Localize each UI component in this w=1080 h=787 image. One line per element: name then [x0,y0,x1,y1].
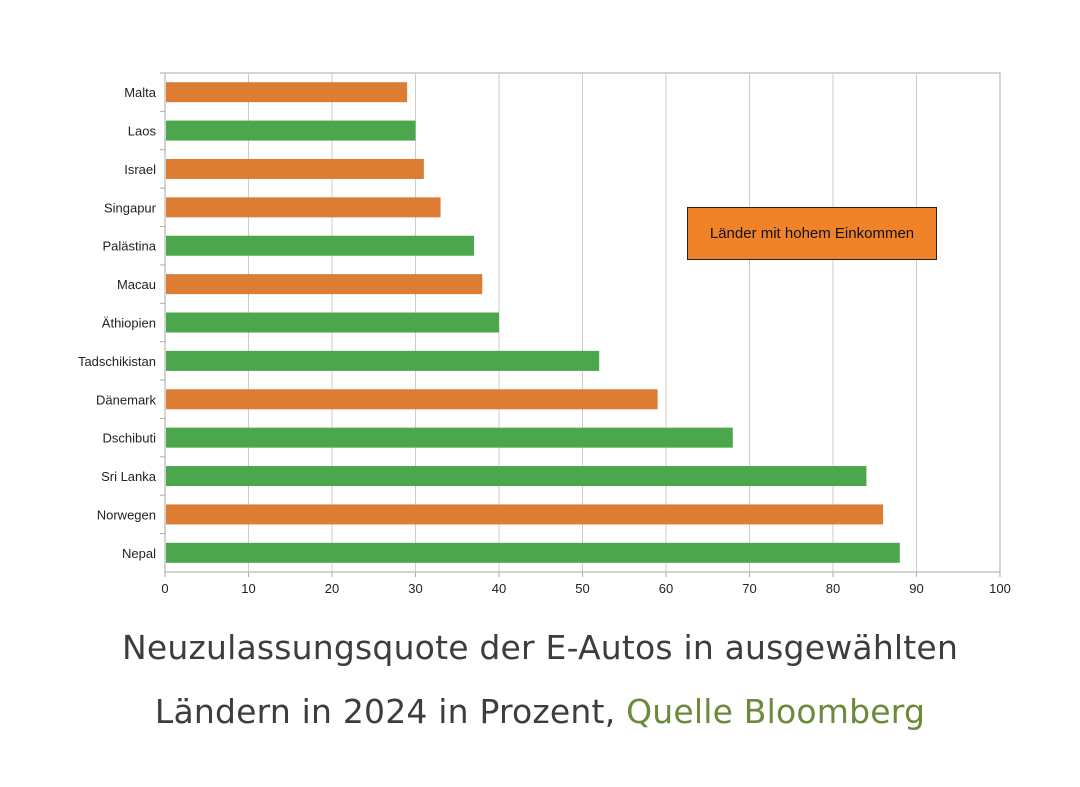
y-category-label: Nepal [122,546,156,561]
x-tick-label: 90 [909,581,923,596]
y-category-label: Tadschikistan [78,354,156,369]
x-tick-label: 50 [575,581,589,596]
bar-tadschikistan [166,350,600,371]
y-category-label: Israel [124,162,156,177]
bar-dänemark [166,389,658,410]
y-category-label: Dschibuti [103,431,157,446]
x-tick-label: 30 [408,581,422,596]
y-category-label: Macau [117,277,156,292]
legend-high-income: Länder mit hohem Einkommen [687,207,937,260]
y-category-label: Äthiopien [102,316,156,331]
bar-laos [166,120,416,141]
bars [166,82,900,563]
caption-text-1: Neuzulassungsquote der E-Autos in ausgew… [121,628,959,667]
caption-line-2: Ländern in 2024 in Prozent, Quelle Bloom… [0,692,1080,731]
x-tick-label: 100 [989,581,1011,596]
y-category-label: Singapur [104,200,157,215]
bar-norwegen [166,504,884,525]
axes: 0 10 20 30 40 50 60 70 80 90 100 Malta Laos Israel Sin… [78,72,1011,596]
y-category-label: Laos [128,124,157,139]
bar-dschibuti [166,427,733,448]
x-tick-label: 60 [659,581,673,596]
x-tick-label: 80 [826,581,840,596]
x-tick-label: 20 [325,581,339,596]
x-tick-label: 70 [742,581,756,596]
bar-sri-lanka [166,466,867,487]
bar-malta [166,82,408,103]
caption-source: Quelle Bloomberg [626,692,926,731]
bar-singapur [166,197,441,218]
y-category-label: Malta [124,85,157,100]
x-tick-label: 0 [161,581,168,596]
bar-äthiopien [166,312,499,333]
x-tick-label: 40 [492,581,506,596]
y-category-label: Palästina [103,239,157,254]
bar-nepal [166,542,900,563]
y-category-label: Sri Lanka [101,469,157,484]
caption-text-2: Ländern in 2024 in Prozent, [154,692,627,731]
bar-palästina [166,235,474,256]
y-category-label: Dänemark [96,392,156,407]
legend-label: Länder mit hohem Einkommen [709,225,915,242]
caption-line-1: Neuzulassungsquote der E-Autos in ausgew… [0,628,1080,667]
x-tick-label: 10 [241,581,255,596]
bar-israel [166,158,424,179]
bar-macau [166,274,483,295]
y-category-label: Norwegen [97,507,156,522]
